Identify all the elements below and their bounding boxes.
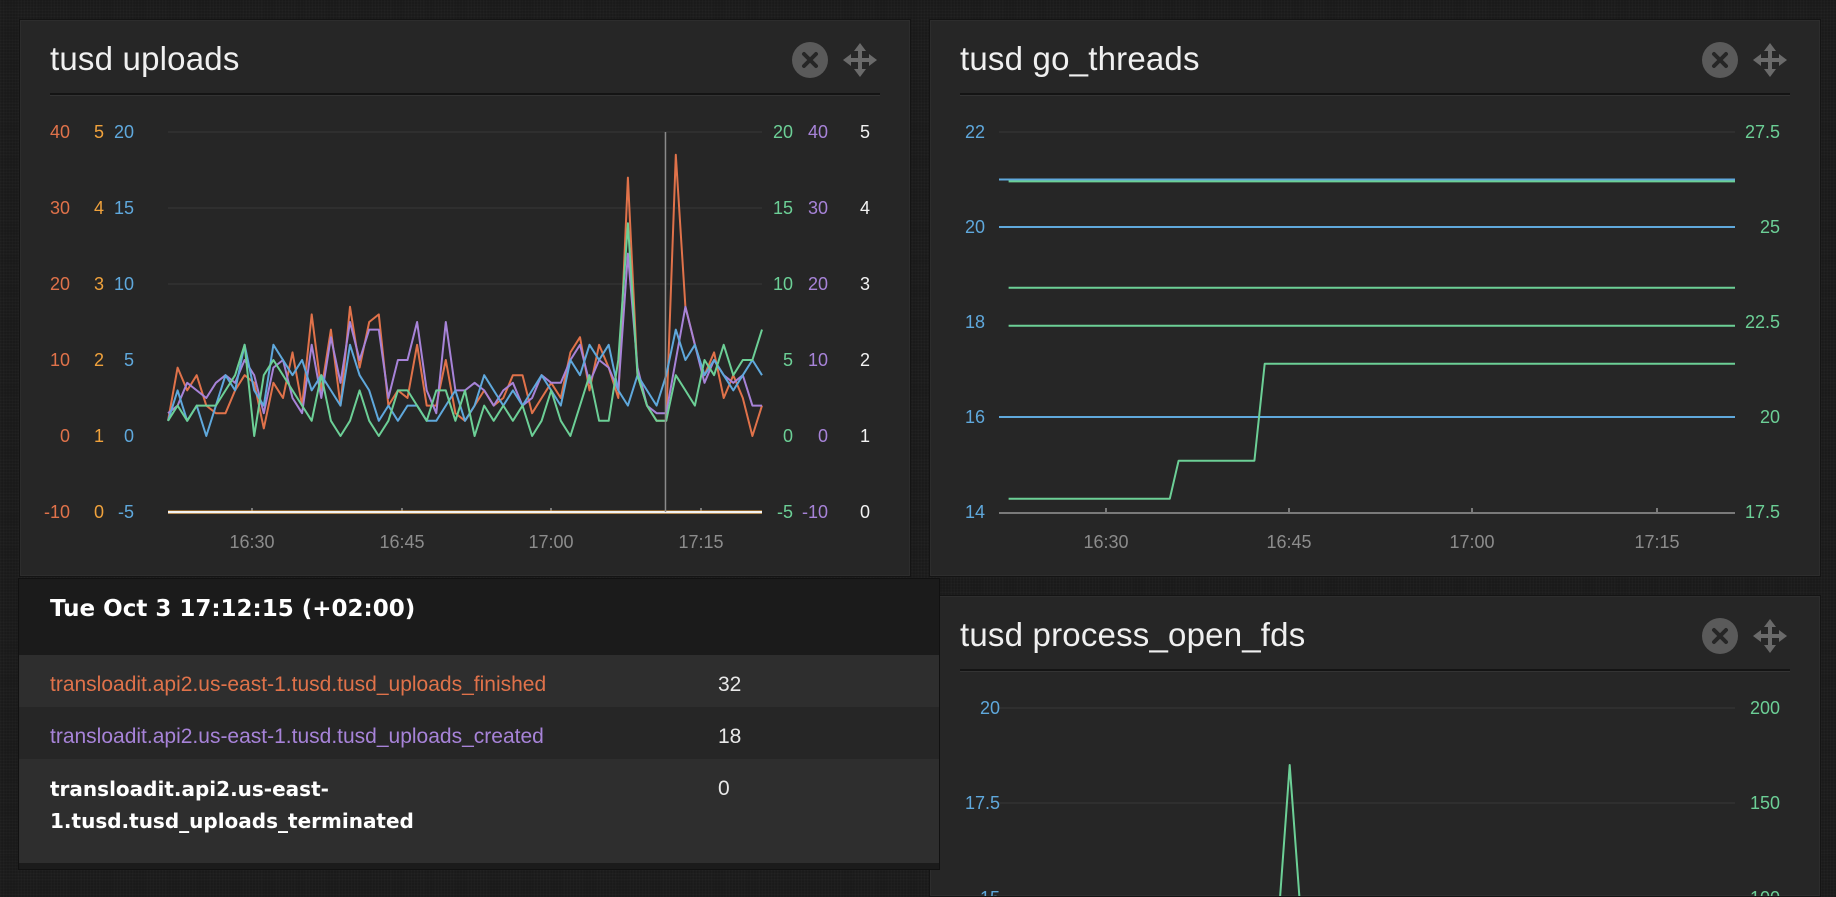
- panel-title: tusd process_open_fds: [960, 616, 1306, 653]
- y-axis-tick-label: 14: [965, 502, 985, 522]
- series-line: [1008, 362, 1735, 500]
- y-axis-tick-label: 4: [860, 198, 870, 218]
- y-axis-tick-label: 40: [808, 122, 828, 142]
- y-axis-tick-label: 3: [94, 274, 104, 294]
- y-axis-tick-label: 20: [773, 122, 793, 142]
- x-axis-tick-label: 17:00: [528, 532, 573, 552]
- y-axis-tick-label: 0: [60, 426, 70, 446]
- x-axis-tick-label: 17:15: [1634, 532, 1679, 552]
- tooltip-series-value: 18: [718, 725, 742, 748]
- y-axis-tick-label: -5: [118, 502, 134, 522]
- y-axis-tick-label: 40: [50, 122, 70, 142]
- x-axis-tick-label: 17:15: [678, 532, 723, 552]
- y-axis-tick-label: -10: [44, 502, 70, 522]
- series-line: [167, 328, 763, 437]
- y-axis-tick-label: 20: [980, 698, 1000, 718]
- tooltip-timestamp: Tue Oct 3 17:12:15 (+02:00): [50, 596, 416, 622]
- y-axis-tick-label: 15: [980, 888, 1000, 896]
- y-axis-tick-label: 0: [860, 502, 870, 522]
- tooltip-series-value: 0: [718, 777, 730, 800]
- x-axis-tick-label: 17:00: [1449, 532, 1494, 552]
- x-axis-tick-label: 16:30: [229, 532, 274, 552]
- panel-divider: [960, 93, 1790, 96]
- move-icon[interactable]: [1752, 618, 1788, 654]
- open-fds-chart[interactable]: 20 17.5 15 200 150 100: [930, 596, 1820, 896]
- close-icon[interactable]: [792, 42, 828, 78]
- y-axis-tick-label: -5: [777, 502, 793, 522]
- tooltip-series-name: transloadit.api2.us-east-1.tusd.tusd_upl…: [50, 725, 544, 748]
- y-axis-tick-label: 10: [773, 274, 793, 294]
- tooltip-series-name: transloadit.api2.us-east-1.tusd.tusd_upl…: [50, 673, 547, 696]
- tooltip-series-name: transloadit.api2.us-east-1.tusd.tusd_upl…: [50, 777, 414, 833]
- x-axis-tick-label: 16:30: [1083, 532, 1128, 552]
- y-axis-tick-label: 10: [50, 350, 70, 370]
- y-axis-tick-label: 2: [94, 350, 104, 370]
- y-axis-tick-label: 15: [114, 198, 134, 218]
- y-axis-tick-label: 200: [1750, 698, 1780, 718]
- y-axis-tick-label: 1: [860, 426, 870, 446]
- y-axis-tick-label: 3: [860, 274, 870, 294]
- y-axis-tick-label: 0: [124, 426, 134, 446]
- series-line: [1279, 764, 1301, 896]
- panel-tusd-process-open-fds: tusd process_open_fds 20 17.5 15 200 150 100: [929, 595, 1821, 897]
- y-axis-tick-label: 5: [860, 122, 870, 142]
- y-axis-tick-label: 30: [50, 198, 70, 218]
- y-axis-tick-label: 20: [50, 274, 70, 294]
- tooltip-row: transloadit.api2.us-east-1.tusd.tusd_upl…: [19, 759, 939, 863]
- y-axis-tick-label: 22: [965, 122, 985, 142]
- y-axis-tick-label: 20: [114, 122, 134, 142]
- y-axis-tick-label: 17.5: [1745, 502, 1780, 522]
- y-axis-tick-label: 5: [94, 122, 104, 142]
- y-axis-tick-label: 30: [808, 198, 828, 218]
- panel-title: tusd go_threads: [960, 40, 1200, 77]
- y-axis-tick-label: 5: [124, 350, 134, 370]
- series-line: [167, 222, 763, 437]
- tooltip-rows: transloadit.api2.us-east-1.tusd.tusd_upl…: [19, 655, 939, 863]
- panel-divider: [960, 669, 1790, 672]
- y-axis-tick-label: 22.5: [1745, 312, 1780, 332]
- y-axis-tick-label: 0: [783, 426, 793, 446]
- y-axis-tick-label: -10: [802, 502, 828, 522]
- y-axis-tick-label: 0: [818, 426, 828, 446]
- close-icon[interactable]: [1702, 42, 1738, 78]
- y-axis-tick-label: 5: [783, 350, 793, 370]
- y-axis-tick-label: 18: [965, 312, 985, 332]
- y-axis-tick-label: 0: [94, 502, 104, 522]
- y-axis-tick-label: 1: [94, 426, 104, 446]
- close-icon[interactable]: [1702, 618, 1738, 654]
- y-axis-tick-label: 10: [114, 274, 134, 294]
- y-axis-tick-label: 20: [808, 274, 828, 294]
- panel-title: tusd uploads: [50, 40, 240, 77]
- hover-tooltip: Tue Oct 3 17:12:15 (+02:00) transloadit.…: [19, 579, 939, 869]
- panel-tusd-go-threads: tusd go_threads 22 20 18 16 14 27.5 25 22.5 20 17…: [929, 19, 1821, 577]
- y-axis-tick-label: 150: [1750, 793, 1780, 813]
- y-axis-tick-label: 10: [808, 350, 828, 370]
- tooltip-row: transloadit.api2.us-east-1.tusd.tusd_upl…: [19, 655, 939, 707]
- tooltip-series-value: 32: [718, 673, 742, 696]
- move-icon[interactable]: [1752, 42, 1788, 78]
- go-threads-chart[interactable]: 22 20 18 16 14 27.5 25 22.5 20 17.5 16:30 16:45 17:0…: [930, 20, 1820, 576]
- x-axis-tick-label: 16:45: [379, 532, 424, 552]
- panel-divider: [50, 93, 880, 96]
- move-icon[interactable]: [842, 42, 878, 78]
- y-axis-tick-label: 100: [1750, 888, 1780, 896]
- y-axis-tick-label: 4: [94, 198, 104, 218]
- y-axis-tick-label: 16: [965, 407, 985, 427]
- y-axis-tick-label: 17.5: [965, 793, 1000, 813]
- y-axis-tick-label: 20: [965, 217, 985, 237]
- x-axis-tick-label: 16:45: [1266, 532, 1311, 552]
- y-axis-tick-label: 2: [860, 350, 870, 370]
- panel-tusd-uploads: tusd uploads 40 30 20 10 0 -10 5 4 3 2 1 0 20 15 10 5 0-…: [19, 19, 911, 577]
- y-axis-tick-label: 15: [773, 198, 793, 218]
- y-axis-tick-label: 20: [1760, 407, 1780, 427]
- y-axis-tick-label: 25: [1760, 217, 1780, 237]
- tooltip-row: transloadit.api2.us-east-1.tusd.tusd_upl…: [19, 707, 939, 759]
- uploads-chart[interactable]: 403020100-1054321020151050-520151050-540…: [20, 20, 910, 576]
- y-axis-tick-label: 27.5: [1745, 122, 1780, 142]
